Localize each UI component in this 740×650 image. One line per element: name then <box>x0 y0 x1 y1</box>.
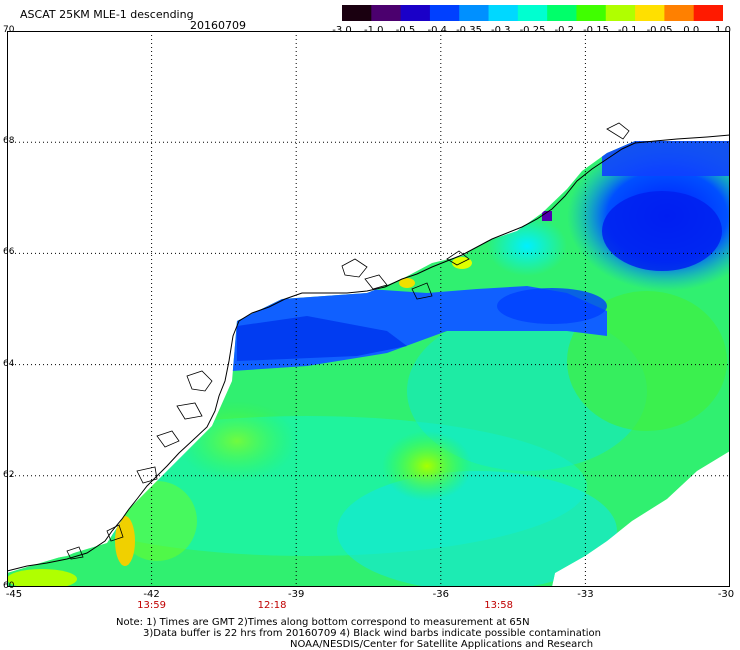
color-scale-label: -0.1 <box>617 25 638 36</box>
latitude-label: 60 <box>3 581 15 591</box>
color-scale-label: -0.25 <box>519 25 546 36</box>
color-scale-label: -0.15 <box>583 25 609 36</box>
note-line-2: 3)Data buffer is 22 hrs from 20160709 4)… <box>143 628 601 639</box>
pass-time-label: 13:59 <box>137 600 167 611</box>
color-scale-label: 1.0 <box>715 25 731 36</box>
longitude-label: -33 <box>577 589 594 600</box>
lat-lon-grid <box>7 31 730 587</box>
latitude-label: 64 <box>3 358 15 369</box>
color-scale-label: -1.0 <box>363 25 384 36</box>
color-scale-swatch <box>693 5 723 21</box>
color-scale-swatch <box>342 5 372 21</box>
map-title: ASCAT 25KM MLE-1 descending <box>20 8 194 21</box>
color-scale-label: -0.3 <box>490 25 511 36</box>
color-scale-swatch <box>429 5 460 21</box>
longitude-label: -30 <box>717 589 735 600</box>
color-scale-swatch <box>400 5 431 21</box>
scatterometer-map <box>7 31 730 587</box>
note-line-1: Note: 1) Times are GMT 2)Times along bot… <box>116 617 530 628</box>
map-date: 20160709 <box>190 19 246 32</box>
latitude-label: 70 <box>3 25 15 35</box>
latitude-label: 62 <box>3 469 15 480</box>
color-scale-bar <box>342 5 723 21</box>
color-scale-swatch <box>635 5 665 21</box>
color-scale-label: -3.0 <box>332 25 352 36</box>
latitude-label: 66 <box>3 247 15 258</box>
longitude-label: -39 <box>288 589 305 600</box>
map-frame <box>7 31 730 587</box>
latitude-label: 68 <box>3 136 15 147</box>
color-scale-swatch <box>517 5 548 21</box>
longitude-label: -36 <box>432 589 449 600</box>
color-scale-swatch <box>547 5 577 21</box>
color-scale-swatch <box>576 5 607 21</box>
color-scale-swatch <box>605 5 636 21</box>
color-scale-swatch <box>488 5 519 21</box>
color-scale-label: -0.4 <box>427 25 448 36</box>
greenland-land <box>7 31 730 566</box>
color-scale-label: 0.0 <box>683 25 700 36</box>
color-scale-label: -0.35 <box>456 25 482 36</box>
color-scale-label: -0.5 <box>395 25 416 36</box>
color-scale-label: -0.2 <box>554 25 575 36</box>
note-line-3: NOAA/NESDIS/Center for Satellite Applica… <box>290 639 594 650</box>
coastline <box>7 134 730 572</box>
color-scale-label: -0.05 <box>646 25 673 36</box>
longitude-label: -45 <box>5 589 23 600</box>
color-scale-swatch <box>459 5 490 21</box>
pass-time-label: 13:58 <box>484 600 514 611</box>
pass-time-label: 12:18 <box>257 600 287 611</box>
color-scale-swatch <box>664 5 695 21</box>
longitude-label: -42 <box>143 589 160 600</box>
color-scale-swatch <box>371 5 402 21</box>
